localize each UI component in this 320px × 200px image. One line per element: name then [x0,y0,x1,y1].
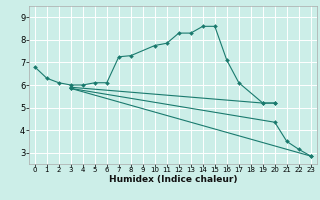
X-axis label: Humidex (Indice chaleur): Humidex (Indice chaleur) [108,175,237,184]
